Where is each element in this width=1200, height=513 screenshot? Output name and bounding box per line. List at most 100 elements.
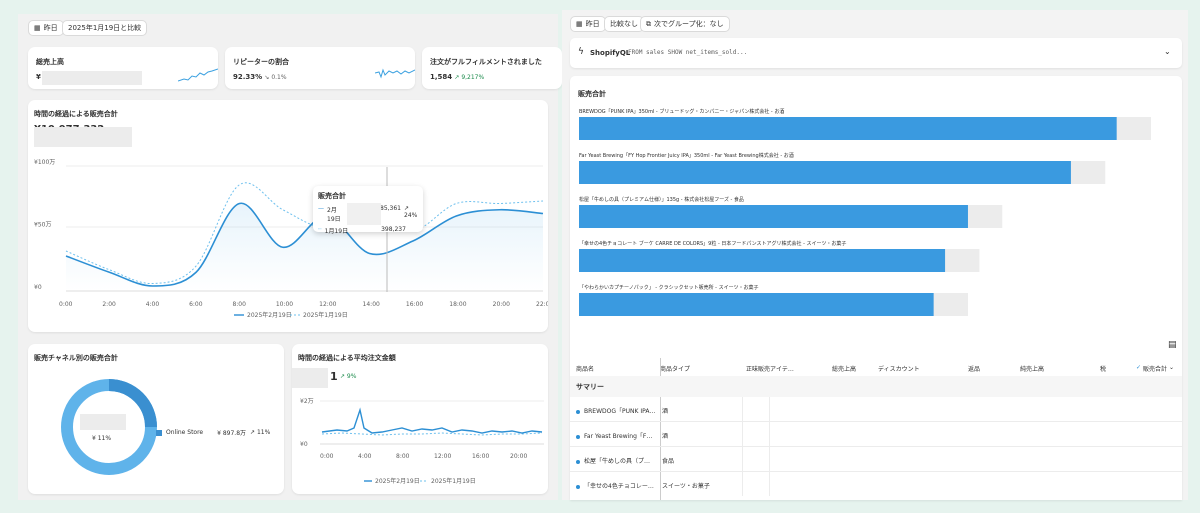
summary-label: サマリー (576, 383, 604, 391)
calendar-icon: ▦ (576, 20, 583, 28)
x-tick-label: 2:00 (102, 301, 116, 308)
group-icon: ⧉ (646, 19, 651, 28)
donut-chart (61, 379, 157, 475)
column-divider (660, 358, 661, 500)
compare-none-label: 比較なし (610, 20, 638, 28)
query-text[interactable]: FROM sales SHOW net_items_sold... (628, 49, 748, 56)
table-row[interactable]: 「幸せの4色チョコレー… スイーツ・お菓子 (570, 472, 1182, 497)
bar[interactable] (579, 161, 1071, 184)
y-tick-label: ¥2万 (300, 398, 314, 405)
check-icon: ✓ (1136, 364, 1142, 371)
sort-down-icon: ⌄ (1169, 364, 1175, 371)
calendar-icon: ▦ (34, 24, 41, 32)
row-bullet-icon (576, 459, 580, 464)
series-area-fill (66, 203, 543, 291)
bar[interactable] (579, 249, 946, 272)
redacted-block (347, 203, 381, 225)
kpi-value-text: 1,584 (430, 73, 453, 81)
col-header-tax[interactable]: 税 (1100, 366, 1107, 373)
sales-line-chart: ¥100万 ¥50万 ¥0 0:00 2:00 4:00 6:00 8:00 10:00 12:… (34, 159, 548, 319)
product-name-cell[interactable]: 松屋「牛めしの具（プ… (576, 456, 650, 465)
cell-divider (742, 447, 770, 471)
compare-none-button[interactable]: 比較なし (604, 16, 644, 32)
col-header-net-items[interactable]: 正味販売アイテ… (746, 366, 794, 373)
tooltip-row-2: ┄ 1月19日 398,237 (318, 226, 418, 235)
group-by-button[interactable]: ⧉ 次でグループ化：なし (640, 16, 730, 32)
x-tick-label: 0:00 (320, 453, 334, 460)
col-header-returns[interactable]: 返品 (968, 366, 981, 373)
left-dashboard-panel: ▦ 昨日 2025年1月19日と比較 総売上高 ¥ リピーターの割合 92.33… (18, 14, 562, 500)
chevron-down-icon[interactable]: ⌄ (1164, 47, 1171, 56)
sales-bar-chart: BREWDOG「PUNK IPA」350ml - ブリュードッグ・カンパニー・ジ… (579, 108, 1151, 316)
product-type-cell: スイーツ・お菓子 (662, 483, 710, 490)
channel-legend: Online Store ¥ 897.8万 ↗ 11% (156, 428, 270, 437)
kpi-label: 総売上高 (36, 58, 64, 66)
date-today-label: 昨日 (43, 24, 58, 32)
card-title: 時間の経過による販売合計 (34, 110, 118, 118)
series-line-2025-01-19 (321, 432, 543, 436)
x-tick-label: 20:00 (510, 453, 527, 460)
legend-label: 2025年2月19日 (247, 311, 292, 319)
col-header-net-sales[interactable]: 純売上高 (1020, 366, 1045, 373)
product-type-cell: 酒 (662, 408, 669, 415)
bar-category-label: BREWDOG「PUNK IPA」350ml - ブリュードッグ・カンパニー・ジ… (579, 108, 784, 115)
x-tick-label: 20:00 (493, 301, 510, 308)
kpi-card-repeat-rate[interactable]: リピーターの割合 92.33% ↘ 0.1% (225, 47, 415, 89)
tooltip-value: 385,361 (376, 205, 401, 212)
product-type-cell: 酒 (662, 433, 669, 440)
col-header-product-name[interactable]: 商品名 (576, 366, 595, 373)
table-row[interactable]: Far Yeast Brewing「F… 酒 (570, 422, 1182, 447)
series-line-2025-02-19 (321, 407, 543, 434)
col-header-discount[interactable]: ディスカウント (878, 366, 920, 373)
col-header-gross-sales[interactable]: 総売上高 (832, 366, 857, 373)
cell-divider (742, 422, 770, 446)
bar[interactable] (579, 293, 934, 316)
col-header-product-type[interactable]: 商品タイプ (660, 366, 691, 373)
date-today-button[interactable]: ▦ 昨日 (28, 20, 64, 36)
chart-legend: 2025年2月19日 2025年1月19日 (234, 311, 348, 319)
x-tick-label: 14:00 (363, 301, 380, 308)
x-tick-label: 6:00 (189, 301, 203, 308)
kpi-value: 92.33% ↘ 0.1% (233, 73, 287, 81)
legend-channel-value: ¥ 897.8万 (217, 430, 247, 437)
kpi-card-total-sales[interactable]: 総売上高 ¥ (28, 47, 218, 89)
report-card: 販売合計 BREWDOG「PUNK IPA」350ml - ブリュードッグ・カン… (570, 76, 1182, 500)
bar[interactable] (579, 117, 1117, 140)
aov-delta: ↗ 9% (340, 373, 357, 380)
chart-legend: 2025年2月19日 2025年1月19日 (364, 477, 476, 485)
table-row[interactable]: 松屋「牛めしの具（プ… 食品 (570, 447, 1182, 472)
bar-category-label: 「やわらかいカプチーノパック」 - クラシックセット販売所 - スイーツ・お菓子 (579, 284, 758, 291)
x-tick-label: 10:00 (276, 301, 293, 308)
redacted-block (80, 414, 126, 430)
summary-row: サマリー (570, 376, 1182, 397)
date-today-label: 昨日 (585, 20, 600, 28)
date-today-button[interactable]: ▦ 昨日 (570, 16, 606, 32)
kpi-card-fulfilled-orders[interactable]: 注文がフルフィルメントされました 1,584 ↗ 9,217% (422, 47, 562, 89)
product-name-cell[interactable]: 「幸せの4色チョコレー… (576, 481, 654, 490)
kpi-value: 1,584 ↗ 9,217% (430, 73, 484, 81)
legend-label: 2025年1月19日 (431, 477, 476, 485)
donut-center-label: ¥ 11% (92, 435, 112, 442)
col-header-total-sales-label: 販売合計 (1143, 366, 1168, 373)
tooltip-row-1: — 2月19日 385,361 ↗ 24% (318, 205, 418, 223)
table-settings-icon[interactable]: ▤ (1168, 340, 1177, 350)
product-name-text: BREWDOG「PUNK IPA… (584, 408, 656, 415)
product-name-text: Far Yeast Brewing「F… (584, 433, 653, 440)
sales-over-time-card: 時間の経過による販売合計 ¥10,077,332 ¥100万¥50万¥0 0:0… (28, 100, 548, 332)
col-header-total-sales[interactable]: ✓ 販売合計 ⌄ (1136, 364, 1174, 373)
row-bullet-icon (576, 484, 580, 489)
shopifyql-query-bar[interactable]: ϟ ShopifyQL FROM sales SHOW net_items_so… (570, 38, 1182, 68)
product-name-cell[interactable]: Far Yeast Brewing「F… (576, 431, 652, 440)
product-name-cell[interactable]: BREWDOG「PUNK IPA… (576, 406, 655, 415)
line-swatch-icon: — (318, 205, 324, 212)
compare-date-button[interactable]: 2025年1月19日と比較 (62, 20, 148, 36)
card-title: 販売チャネル別の販売合計 (34, 354, 118, 362)
kpi-value-text: 92.33% (233, 73, 263, 81)
kpi-delta: ↘ 0.1% (264, 74, 287, 81)
table-row[interactable]: BREWDOG「PUNK IPA… 酒 (570, 397, 1182, 422)
cell-divider (742, 397, 770, 421)
bar[interactable] (579, 205, 968, 228)
x-tick-label: 8:00 (396, 453, 410, 460)
product-type-cell: 食品 (662, 458, 675, 465)
product-name-text: 松屋「牛めしの具（プ… (584, 458, 651, 465)
